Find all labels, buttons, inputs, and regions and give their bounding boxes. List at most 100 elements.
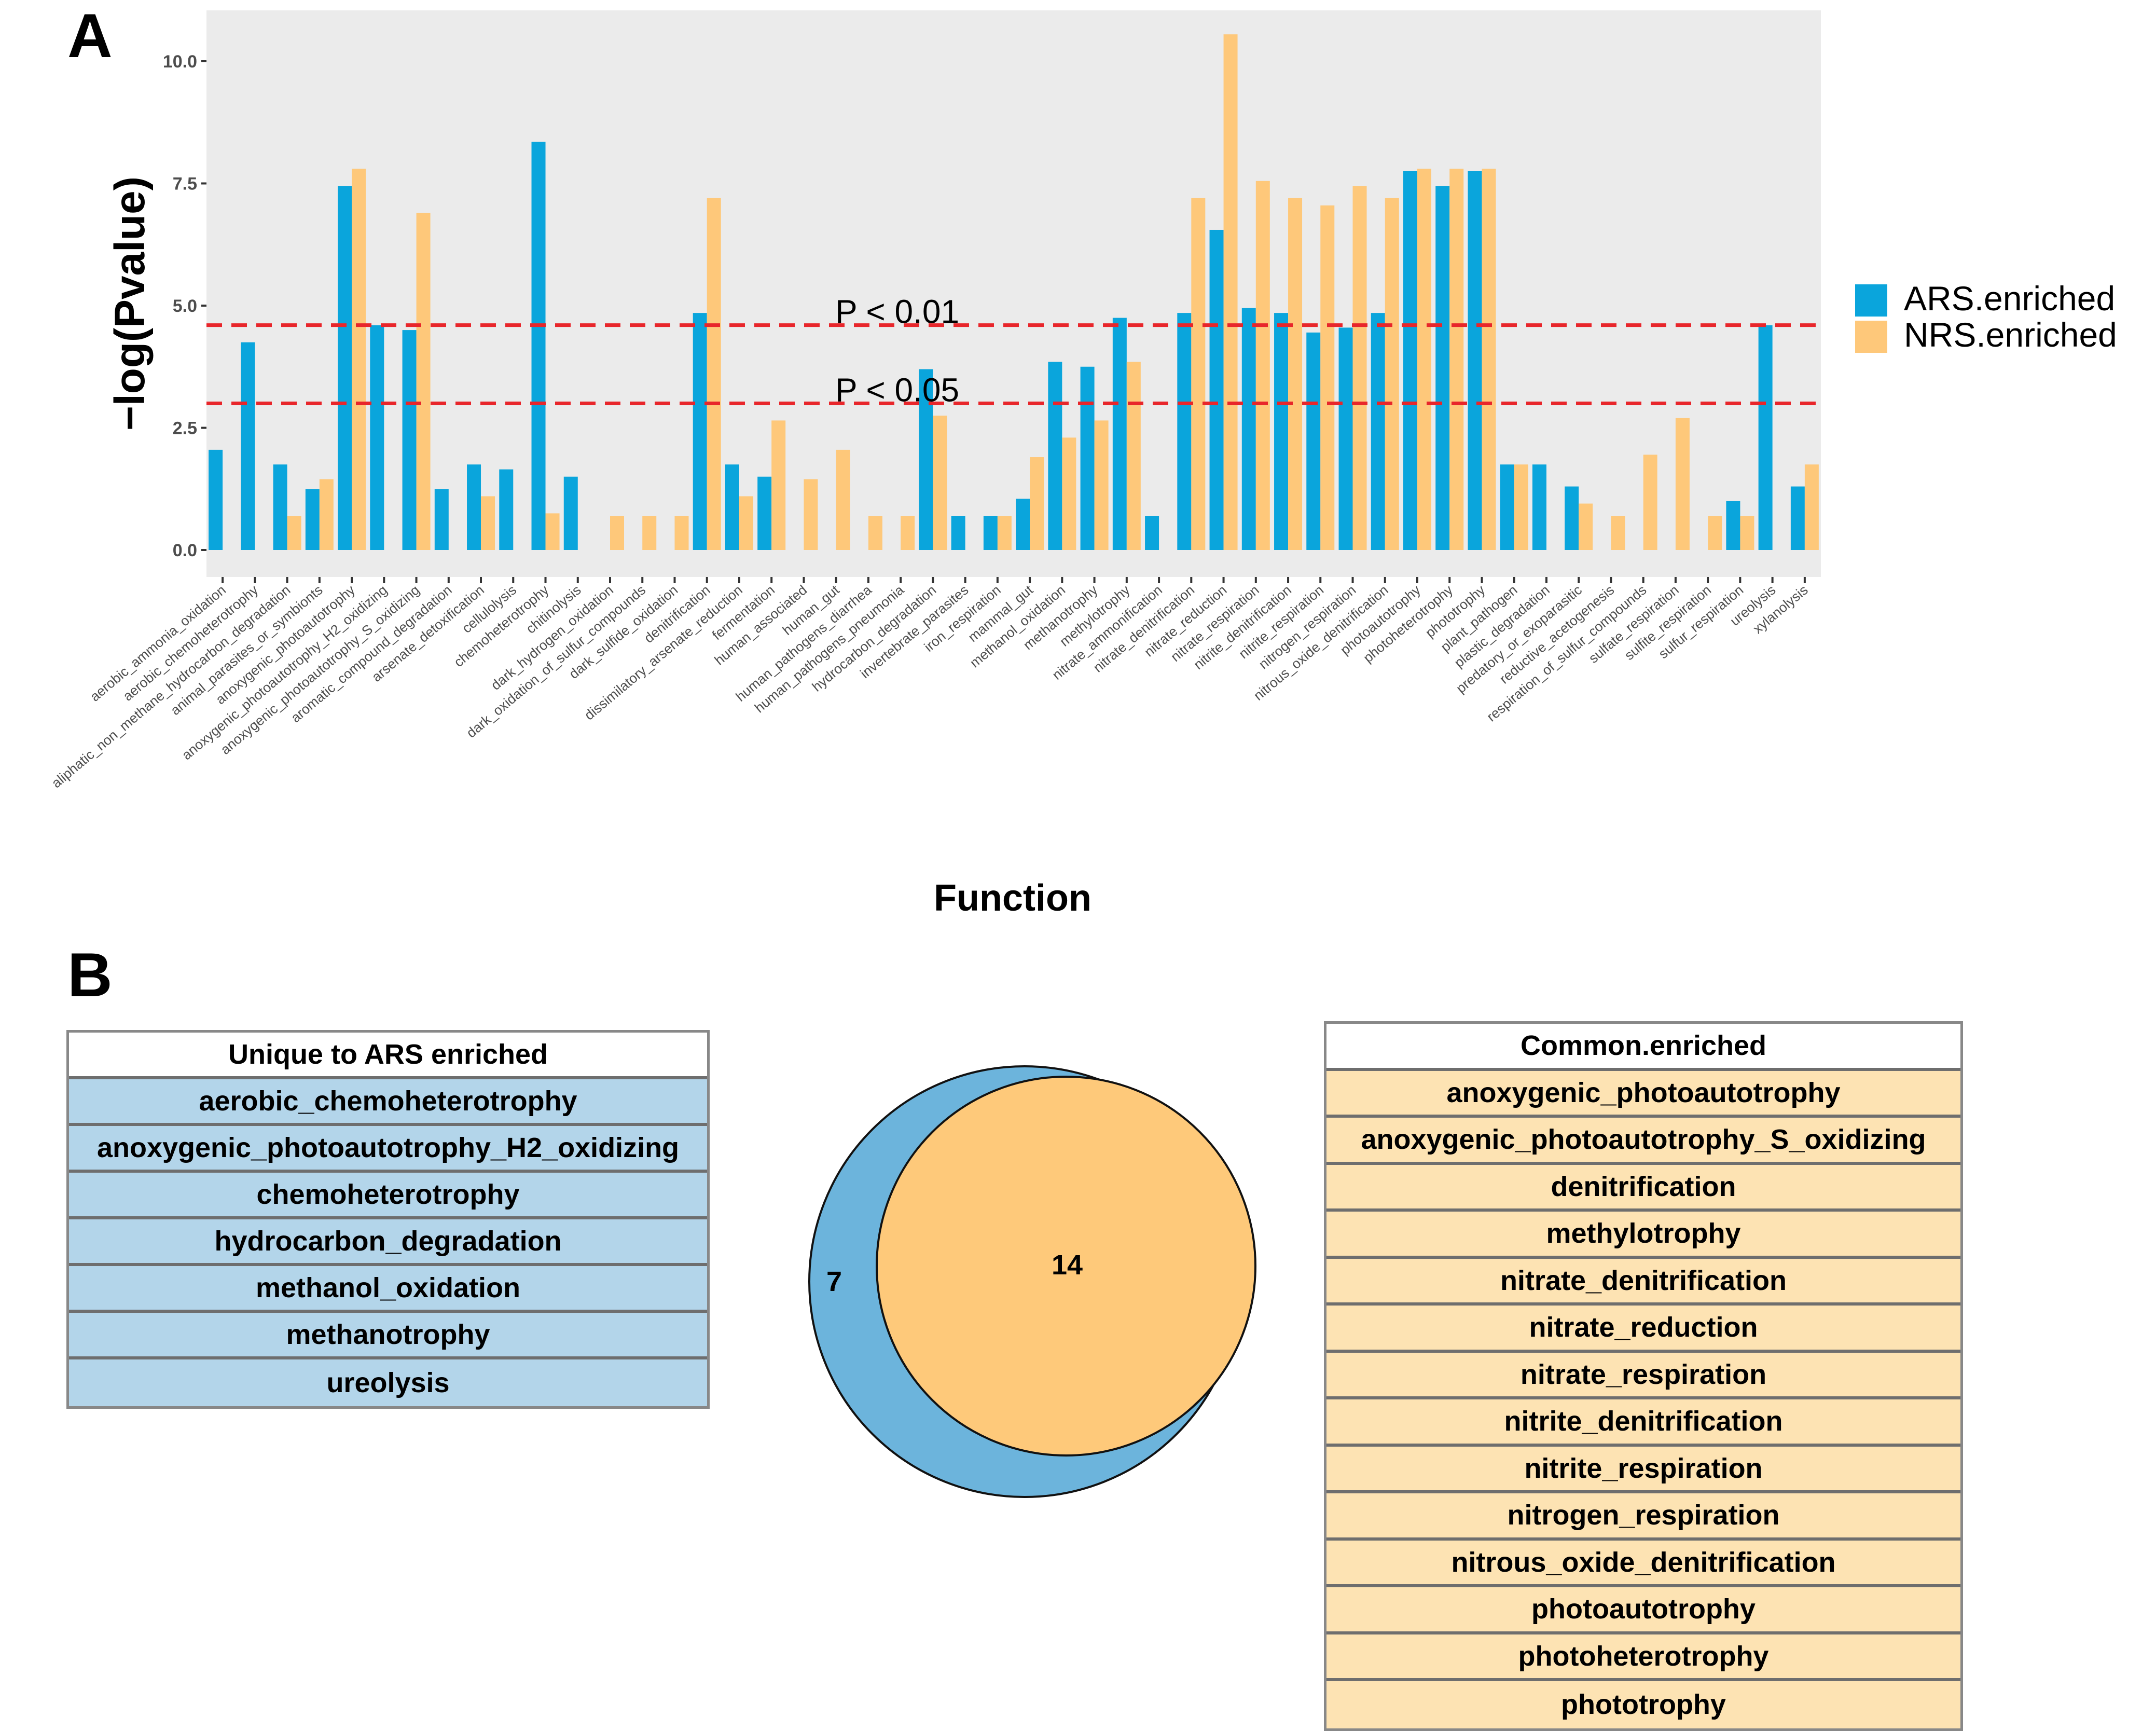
common-table-row: nitrate_denitrification [1326, 1258, 1960, 1306]
bar-ars-ureolysis [1758, 325, 1773, 550]
bar-nrs-hydrocarbon-degradation [933, 415, 947, 550]
ars-table-row: ureolysis [69, 1359, 707, 1406]
bar-nrs-xylanolysis [1804, 464, 1819, 550]
bar-nrs-denitrification [707, 198, 721, 550]
panel-b-label: B [67, 940, 113, 1010]
bar-ars-photoautotrophy [1403, 171, 1417, 550]
common-table-row: anoxygenic_photoautotrophy [1326, 1070, 1960, 1118]
bar-ars-anoxygenic-photoautotrophy-H2-oxidizing [370, 325, 384, 550]
bar-nrs-dark-hydrogen-oxidation [610, 516, 624, 550]
common-table-row: nitrite_denitrification [1326, 1399, 1960, 1447]
ars-table-header: Unique to ARS enriched [69, 1033, 707, 1079]
bar-nrs-human-pathogens-diarrhea [868, 516, 882, 550]
legend-swatch [1855, 284, 1887, 317]
ars-unique-table: Unique to ARS enriched aerobic_chemohete… [66, 1030, 710, 1409]
y-tick-label: 2.5 [173, 419, 197, 438]
bar-ars-phototrophy [1468, 171, 1482, 550]
bar-ars-chitinolysis [563, 476, 578, 550]
bar-ars-nitrous-oxide-denitrification [1371, 313, 1385, 550]
bar-ars-iron-respiration [983, 516, 998, 550]
bar-nrs-mammal-gut [1030, 457, 1044, 550]
bar-ars-fermentation [757, 476, 772, 550]
y-axis: 0.0 2.5 5.0 7.5 10.0 [163, 52, 206, 560]
common-enriched-table: Common.enriched anoxygenic_photoautotrop… [1324, 1021, 1963, 1731]
bar-nrs-sulfate-respiration [1675, 418, 1690, 550]
common-table-row: denitrification [1326, 1164, 1960, 1212]
x-axis-title: Function [934, 877, 1091, 919]
bar-nrs-nitrous-oxide-denitrification [1385, 198, 1399, 550]
bar-nrs-predatory-or-exoparasitic [1579, 503, 1593, 550]
bar-nrs-human-gut [836, 449, 850, 550]
bar-ars-anoxygenic-photoautotrophy [338, 186, 352, 551]
bar-ars-mammal-gut [1016, 499, 1030, 550]
y-tick-label: 0.0 [173, 541, 197, 560]
y-tick-label: 10.0 [163, 52, 197, 72]
venn-common-count: 14 [1052, 1249, 1083, 1281]
bar-ars-photoheterotrophy [1435, 186, 1450, 551]
bar-nrs-methanol-oxidation [1062, 437, 1076, 550]
bar-nrs-reductive-acetogenesis [1611, 516, 1625, 550]
bar-nrs-anoxygenic-photoautotrophy [352, 169, 366, 550]
bar-nrs-nitrite-respiration [1320, 205, 1335, 550]
legend-label: ARS.enriched [1904, 279, 2115, 318]
y-tick-label: 5.0 [173, 296, 197, 316]
bar-nrs-animal-parasites-or-symbionts [319, 479, 334, 550]
bar-ars-arsenate-detoxification [467, 464, 481, 550]
common-table-row: nitrate_reduction [1326, 1306, 1960, 1353]
bar-ars-nitrate-respiration [1241, 308, 1256, 550]
ars-table-row: methanol_oxidation [69, 1266, 707, 1313]
bar-ars-methanotrophy [1080, 366, 1095, 550]
bar-nrs-methanotrophy [1094, 420, 1109, 550]
bar-nrs-nitrate-denitrification [1191, 198, 1206, 550]
bar-nrs-photoheterotrophy [1449, 169, 1464, 550]
bar-ars-aromatic-compound-degradation [434, 489, 449, 550]
bar-nrs-sulfite-respiration [1708, 516, 1722, 550]
bars-group [209, 34, 1819, 551]
common-table-row: photoheterotrophy [1326, 1634, 1960, 1681]
bar-ars-methylotrophy [1112, 318, 1127, 550]
bar-ars-nitrate-denitrification [1177, 313, 1192, 550]
bar-nrs-dark-sulfide-oxidation [674, 516, 689, 550]
bar-nrs-phototrophy [1482, 169, 1496, 550]
common-table-header: Common.enriched [1326, 1024, 1960, 1071]
panel-a-label: A [67, 1, 113, 71]
bar-ars-nitrate-ammonification [1145, 516, 1159, 550]
bar-nrs-aliphatic-non-methane-hydrocarbon-degradation [287, 516, 301, 550]
bar-nrs-photoautotrophy [1417, 169, 1431, 550]
bar-nrs-anoxygenic-photoautotrophy-S-oxidizing [416, 213, 431, 550]
bar-nrs-dark-oxidation-of-sulfur-compounds [642, 516, 657, 550]
common-table-row: photoautotrophy [1326, 1587, 1960, 1634]
bar-ars-nitrite-respiration [1306, 332, 1321, 550]
bar-ars-aerobic-ammonia-oxidation [209, 449, 223, 550]
bar-nrs-human-associated [804, 479, 818, 550]
reference-lines: P < 0.01 P < 0.05 [206, 293, 1821, 408]
bar-ars-xylanolysis [1790, 486, 1805, 550]
reference-line-label: P < 0.01 [835, 293, 959, 331]
bar-nrs-human-pathogens-pneumonia [901, 516, 915, 550]
common-table-row: nitrate_respiration [1326, 1352, 1960, 1399]
ars-table-row: anoxygenic_photoautotrophy_H2_oxidizing [69, 1126, 707, 1173]
bar-ars-aliphatic-non-methane-hydrocarbon-degradation [273, 464, 287, 550]
bar-nrs-sulfur-respiration [1740, 516, 1754, 550]
bar-nrs-plant-pathogen [1514, 464, 1528, 550]
bar-ars-hydrocarbon-degradation [919, 369, 933, 550]
legend-label: NRS.enriched [1904, 315, 2117, 354]
legend-swatch [1855, 321, 1887, 353]
bar-nrs-nitrate-reduction [1223, 34, 1238, 550]
reference-line-label: P < 0.05 [835, 371, 959, 408]
bar-nrs-iron-respiration [997, 516, 1012, 550]
bar-nrs-nitrogen-respiration [1352, 186, 1367, 551]
bar-ars-nitrate-reduction [1209, 229, 1224, 550]
bar-nrs-nitrite-denitrification [1288, 198, 1303, 550]
bar-ars-invertebrate-parasites [951, 516, 965, 550]
bar-nrs-nitrate-respiration [1255, 181, 1270, 550]
bar-ars-animal-parasites-or-symbionts [305, 489, 320, 550]
common-table-row: nitrous_oxide_denitrification [1326, 1540, 1960, 1587]
venn-common-circle [876, 1076, 1256, 1457]
common-table-row: methylotrophy [1326, 1212, 1960, 1259]
venn-diagram: 7 14 [808, 1065, 1256, 1498]
ars-table-row: aerobic_chemoheterotrophy [69, 1079, 707, 1126]
bar-nrs-dissimilatory-arsenate-reduction [739, 496, 753, 550]
